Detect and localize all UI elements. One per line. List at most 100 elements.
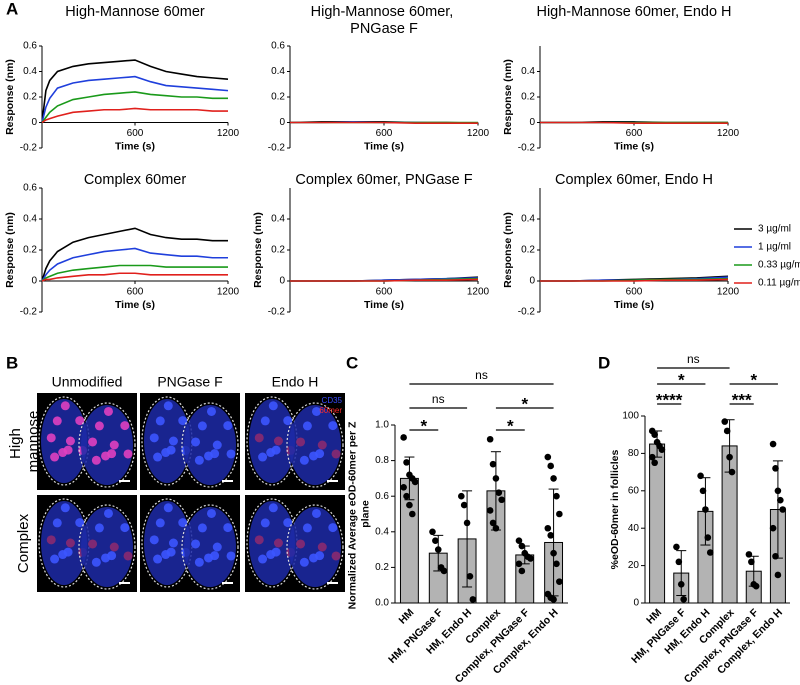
nucleus xyxy=(94,523,104,533)
data-point xyxy=(556,578,563,585)
y-tick-label: -0.2 xyxy=(268,143,286,154)
data-point xyxy=(518,567,526,575)
nucleus xyxy=(75,416,85,426)
y-tick-label: 0.2 xyxy=(23,245,37,256)
nucleus xyxy=(206,406,216,416)
data-point xyxy=(777,496,784,504)
y-tick-label: 0.4 xyxy=(23,66,37,77)
data-line xyxy=(540,121,728,124)
x-axis-label: Time (s) xyxy=(115,140,155,152)
data-point xyxy=(550,596,557,603)
nucleus xyxy=(268,503,278,513)
nucleus xyxy=(168,436,178,446)
data-point xyxy=(411,478,419,486)
data-point xyxy=(429,528,436,536)
y-tick-label: -0.2 xyxy=(20,143,38,154)
y-tick-label: 0.6 xyxy=(375,491,389,502)
x-tick-label: 1200 xyxy=(467,128,490,139)
data-point xyxy=(403,492,410,500)
nucleus xyxy=(283,416,293,426)
nucleus xyxy=(103,406,113,416)
follicle xyxy=(81,507,133,587)
y-tick-label: -0.2 xyxy=(518,307,536,318)
microscopy: Unmodified PNGase F Endo H High mannose Comp… xyxy=(7,374,345,592)
y-tick-label: 0.2 xyxy=(521,92,535,103)
x-axis-label: Time (s) xyxy=(115,299,155,311)
data-point xyxy=(728,468,736,476)
nucleus xyxy=(299,455,309,465)
data-point xyxy=(544,524,552,532)
x-tick-label: 1200 xyxy=(217,287,240,298)
follicle-outline xyxy=(286,402,344,488)
row-header: Complex xyxy=(15,513,32,573)
nucleus xyxy=(191,437,201,447)
nucleus xyxy=(52,518,62,528)
nucleus xyxy=(65,538,75,548)
chart-title: Complex 60mer xyxy=(84,172,187,188)
y-tick-label: 1.0 xyxy=(375,420,389,431)
nucleus xyxy=(317,440,327,450)
y-tick-label: 0.2 xyxy=(521,245,535,256)
line-chart: High-Mannose 60mer, PNGase F -0.2 0 0.2 0.4 0… xyxy=(268,4,490,154)
nucleus xyxy=(161,550,171,560)
data-point xyxy=(492,524,500,532)
y-tick-label: 0.6 xyxy=(271,41,285,52)
nucleus xyxy=(212,440,222,450)
channel-label: 60mer xyxy=(319,406,342,415)
y-tick-label: 0 xyxy=(279,117,285,128)
nucleus xyxy=(302,523,312,533)
y-axis-label: Response (nm) xyxy=(502,59,514,135)
data-line xyxy=(41,272,228,282)
data-point xyxy=(772,465,779,472)
chart-title: Complex 60mer, PNGase F xyxy=(295,172,472,188)
y-axis-label: Response (nm) xyxy=(4,212,16,288)
data-point xyxy=(774,571,782,579)
nucleus xyxy=(101,451,111,461)
nucleus xyxy=(46,433,56,443)
nucleus xyxy=(226,551,236,561)
follicle xyxy=(289,405,341,485)
nucleus xyxy=(309,451,319,461)
nucleus xyxy=(317,542,327,552)
y-tick-label: 0 xyxy=(633,598,639,609)
data-point xyxy=(550,475,557,482)
legend-label: 0.11 µg/ml xyxy=(758,278,800,289)
data-point xyxy=(434,546,442,553)
nucleus xyxy=(58,448,68,458)
y-tick-label: -0.2 xyxy=(20,307,38,318)
nucleus xyxy=(103,508,113,518)
nucleus xyxy=(260,416,270,426)
nucleus xyxy=(65,436,75,446)
follicle xyxy=(144,501,190,585)
column-header: Unmodified xyxy=(52,374,123,390)
line-chart: Complex 60mer, PNGase F -0.2 0 0.2 0.4 600 120… xyxy=(252,172,490,318)
data-point xyxy=(518,542,526,550)
nucleus xyxy=(204,451,214,461)
panel-label: A xyxy=(6,0,18,18)
nucleus xyxy=(328,421,338,431)
nucleus xyxy=(163,401,173,411)
data-point xyxy=(547,462,554,470)
legend-label: 0.33 µg/ml xyxy=(758,260,800,271)
y-tick-label: 0 xyxy=(529,276,535,287)
data-point xyxy=(466,573,474,580)
significance-label: * xyxy=(750,370,757,389)
data-point xyxy=(745,551,753,558)
y-tick-label: 60 xyxy=(628,485,640,496)
y-tick-label: 0.4 xyxy=(521,66,535,77)
panel-label: C xyxy=(346,353,358,372)
nucleus xyxy=(296,437,306,447)
nucleus xyxy=(283,518,293,528)
data-point xyxy=(469,596,477,603)
x-axis-label: Time (s) xyxy=(364,140,404,152)
nucleus xyxy=(194,557,204,567)
data-line xyxy=(41,227,228,282)
follicle-outline xyxy=(181,504,239,590)
nucleus xyxy=(331,551,341,561)
data-line xyxy=(41,75,229,123)
y-axis-label: Response (nm) xyxy=(4,59,16,135)
y-axis-label: Response (nm) xyxy=(502,212,514,288)
follicle-outline xyxy=(181,402,239,488)
data-line xyxy=(41,107,228,124)
